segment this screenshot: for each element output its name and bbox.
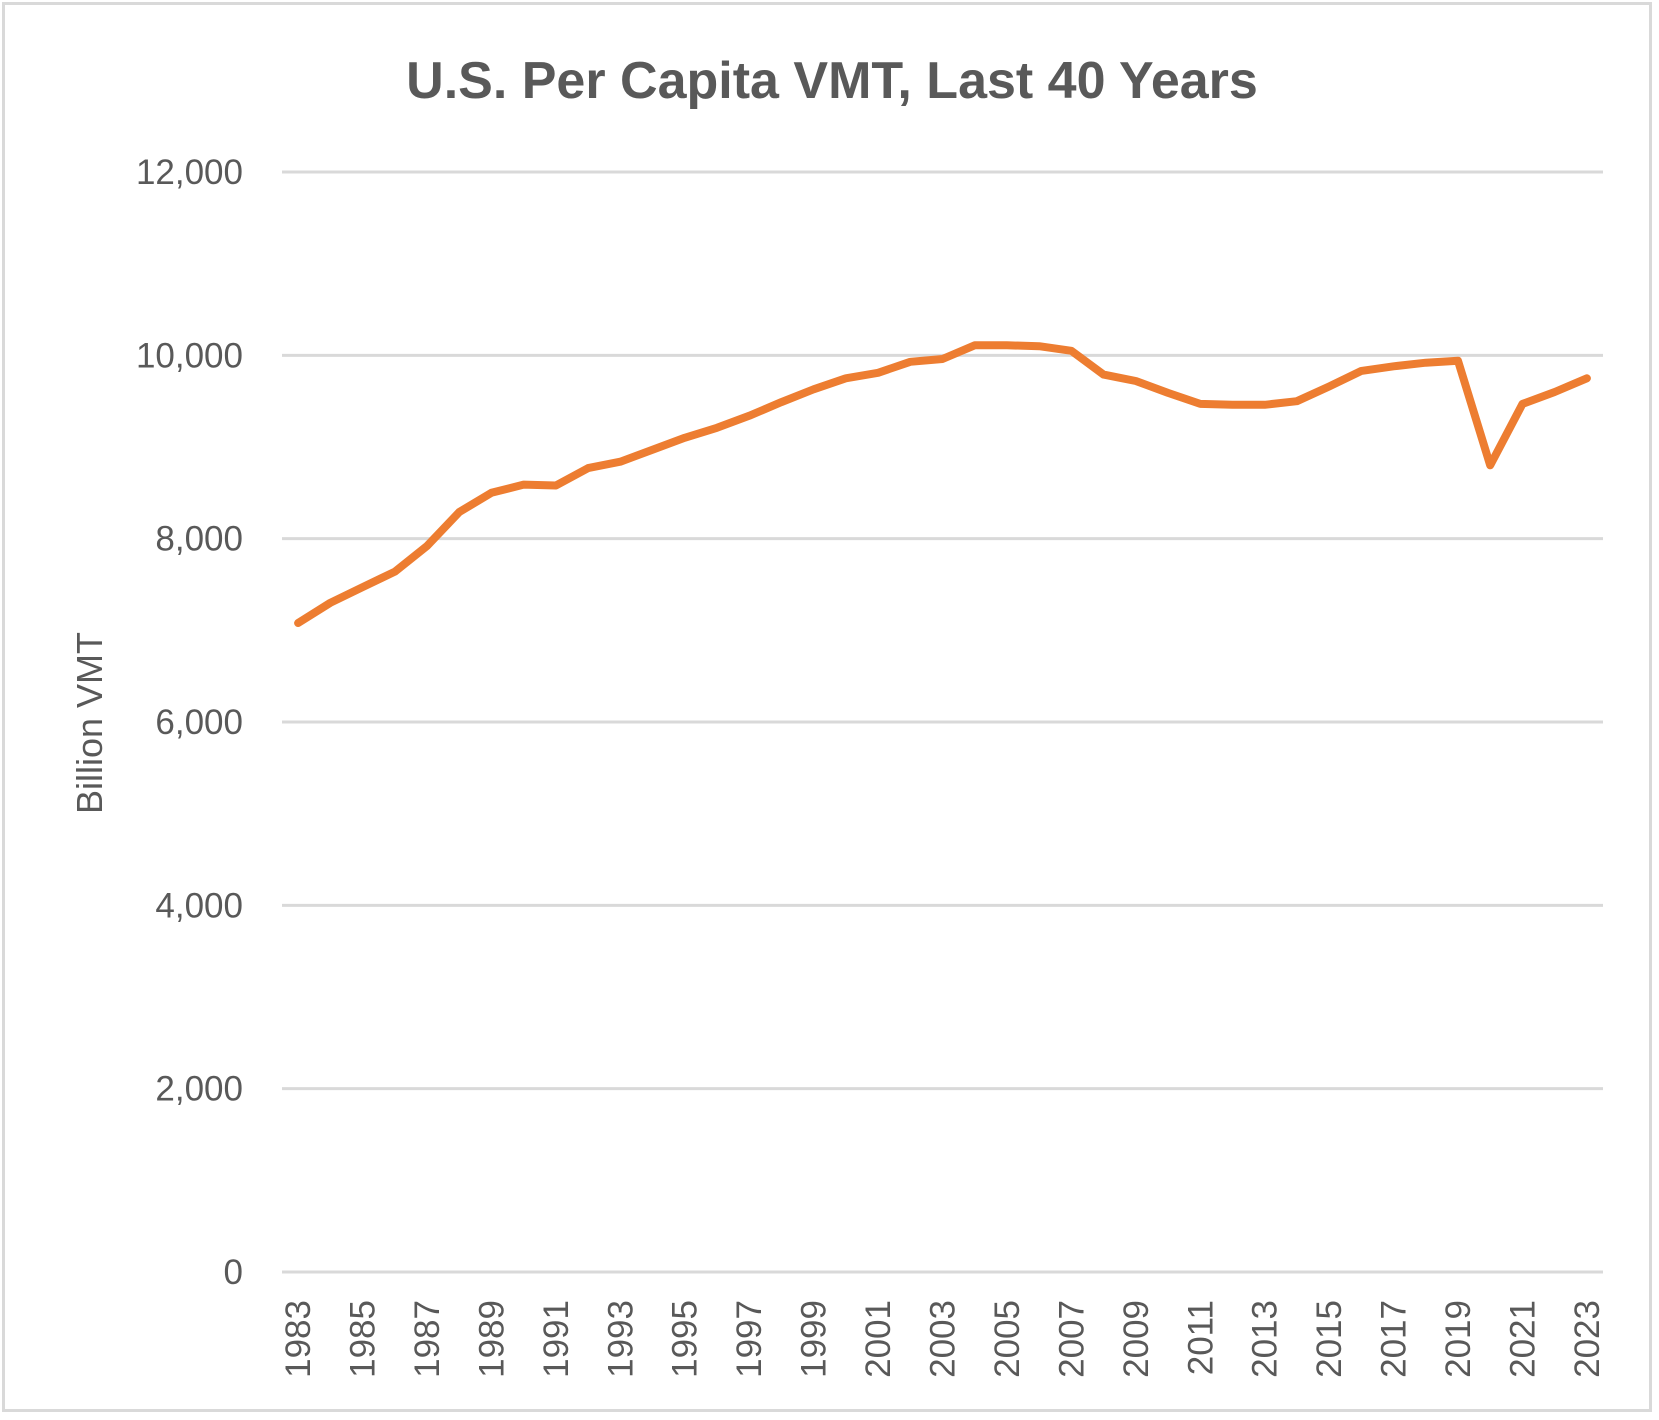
x-tick-label: 2003 (924, 1300, 963, 1378)
y-tick-label: 6,000 (155, 703, 243, 742)
chart-title: U.S. Per Capita VMT, Last 40 Years (406, 52, 1258, 110)
y-axis-ticks: 0 2,000 4,000 6,000 8,000 10,000 12,000 (136, 153, 243, 1292)
x-tick-label: 2021 (1503, 1300, 1542, 1378)
x-tick-label: 1997 (730, 1300, 769, 1378)
y-tick-label: 12,000 (136, 153, 243, 192)
x-tick-label: 2013 (1246, 1300, 1285, 1378)
x-axis-ticks: 1983 1985 1987 1989 1991 1993 1995 1997 1999 2001… (279, 1300, 1607, 1378)
x-tick-label: 2019 (1439, 1300, 1478, 1378)
x-tick-label: 1989 (472, 1300, 511, 1378)
y-axis-title: Billion VMT (69, 632, 110, 814)
x-tick-label: 1991 (537, 1300, 576, 1378)
x-tick-label: 1985 (344, 1300, 383, 1378)
y-tick-label: 10,000 (136, 336, 243, 375)
x-tick-label: 1993 (601, 1300, 640, 1378)
y-tick-label: 4,000 (155, 886, 243, 925)
x-tick-label: 2009 (1117, 1300, 1156, 1378)
series-layer (294, 341, 1591, 627)
x-tick-label: 1987 (408, 1300, 447, 1378)
y-tick-label: 8,000 (155, 520, 243, 559)
y-tick-label: 2,000 (155, 1070, 243, 1109)
x-tick-label: 2005 (988, 1300, 1027, 1378)
x-tick-label: 2001 (859, 1300, 898, 1378)
x-tick-label: 1995 (666, 1300, 705, 1378)
x-tick-label: 2007 (1052, 1300, 1091, 1378)
x-tick-label: 2017 (1375, 1300, 1414, 1378)
x-tick-label: 1999 (795, 1300, 834, 1378)
gridlines (282, 170, 1603, 1274)
x-tick-label: 2023 (1568, 1300, 1607, 1378)
x-tick-label: 1983 (279, 1300, 318, 1378)
y-tick-label: 0 (224, 1253, 243, 1292)
series-line (294, 341, 1591, 627)
x-tick-label: 2015 (1310, 1300, 1349, 1378)
x-tick-label: 2011 (1181, 1300, 1220, 1375)
